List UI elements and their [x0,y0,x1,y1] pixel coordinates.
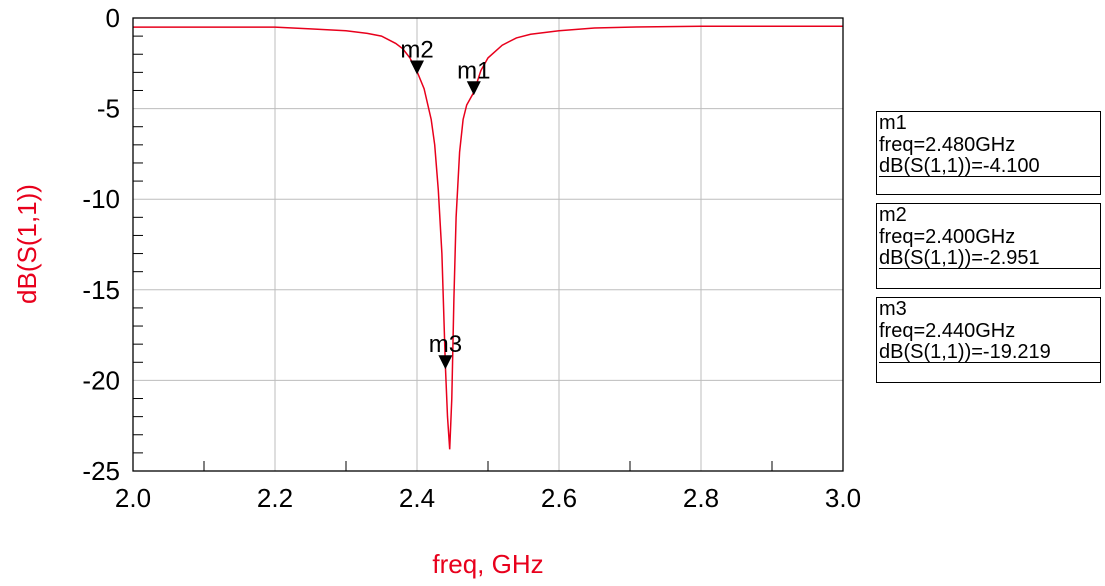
x-tick-label: 2.4 [399,483,435,513]
marker-readout-name: m2 [879,204,907,226]
marker-readout-name: m1 [879,112,907,134]
x-tick-label: 2.6 [541,483,577,513]
y-tick-label: -15 [82,275,120,305]
marker-m3-triangle [438,355,453,370]
x-axis-title: freq, GHz [432,549,543,579]
marker-m2-triangle [410,60,424,75]
x-tick-label: 3.0 [825,483,861,513]
marker-m3-label: m3 [429,331,462,358]
marker-readout-freq: freq=2.480GHz [879,133,1016,156]
marker-readout-value: dB(S(1,1))=-4.100 [879,155,1100,177]
marker-readout-m2: m2 freq=2.400GHz dB(S(1,1))=-2.951 [876,203,1101,289]
y-axis-title: dB(S(1,1)) [12,184,42,304]
y-tick-label: -25 [82,456,120,486]
y-tick-labels: 0 -5 -10 -15 -20 -25 [82,3,120,486]
marker-m1-label: m1 [457,57,490,84]
y-tick-label: -5 [97,94,120,124]
marker-m1-triangle [466,81,481,96]
y-tick-label: -20 [82,365,120,395]
marker-readout-value: dB(S(1,1))=-19.219 [879,341,1100,363]
x-tick-label: 2.8 [683,483,719,513]
marker-readout-name: m3 [879,298,907,320]
tick-marks [133,35,773,471]
marker-readout-m3: m3 freq=2.440GHz dB(S(1,1))=-19.219 [876,297,1101,383]
y-tick-label: 0 [106,3,120,33]
marker-readout-freq: freq=2.400GHz [879,225,1016,248]
marker-m2-label: m2 [400,36,433,63]
y-tick-label: -10 [82,184,120,214]
grid [133,18,843,471]
x-tick-label: 2.0 [115,483,151,513]
x-tick-label: 2.2 [257,483,293,513]
marker-readout-freq: freq=2.440GHz [879,319,1016,342]
marker-readout-m1: m1 freq=2.480GHz dB(S(1,1))=-4.100 [876,111,1101,195]
s11-curve [133,25,843,450]
markers: m1 m2 m3 [400,36,490,370]
marker-readout-value: dB(S(1,1))=-2.951 [879,247,1100,269]
x-tick-labels: 2.0 2.2 2.4 2.6 2.8 3.0 [115,483,861,513]
plot-frame [132,17,844,472]
